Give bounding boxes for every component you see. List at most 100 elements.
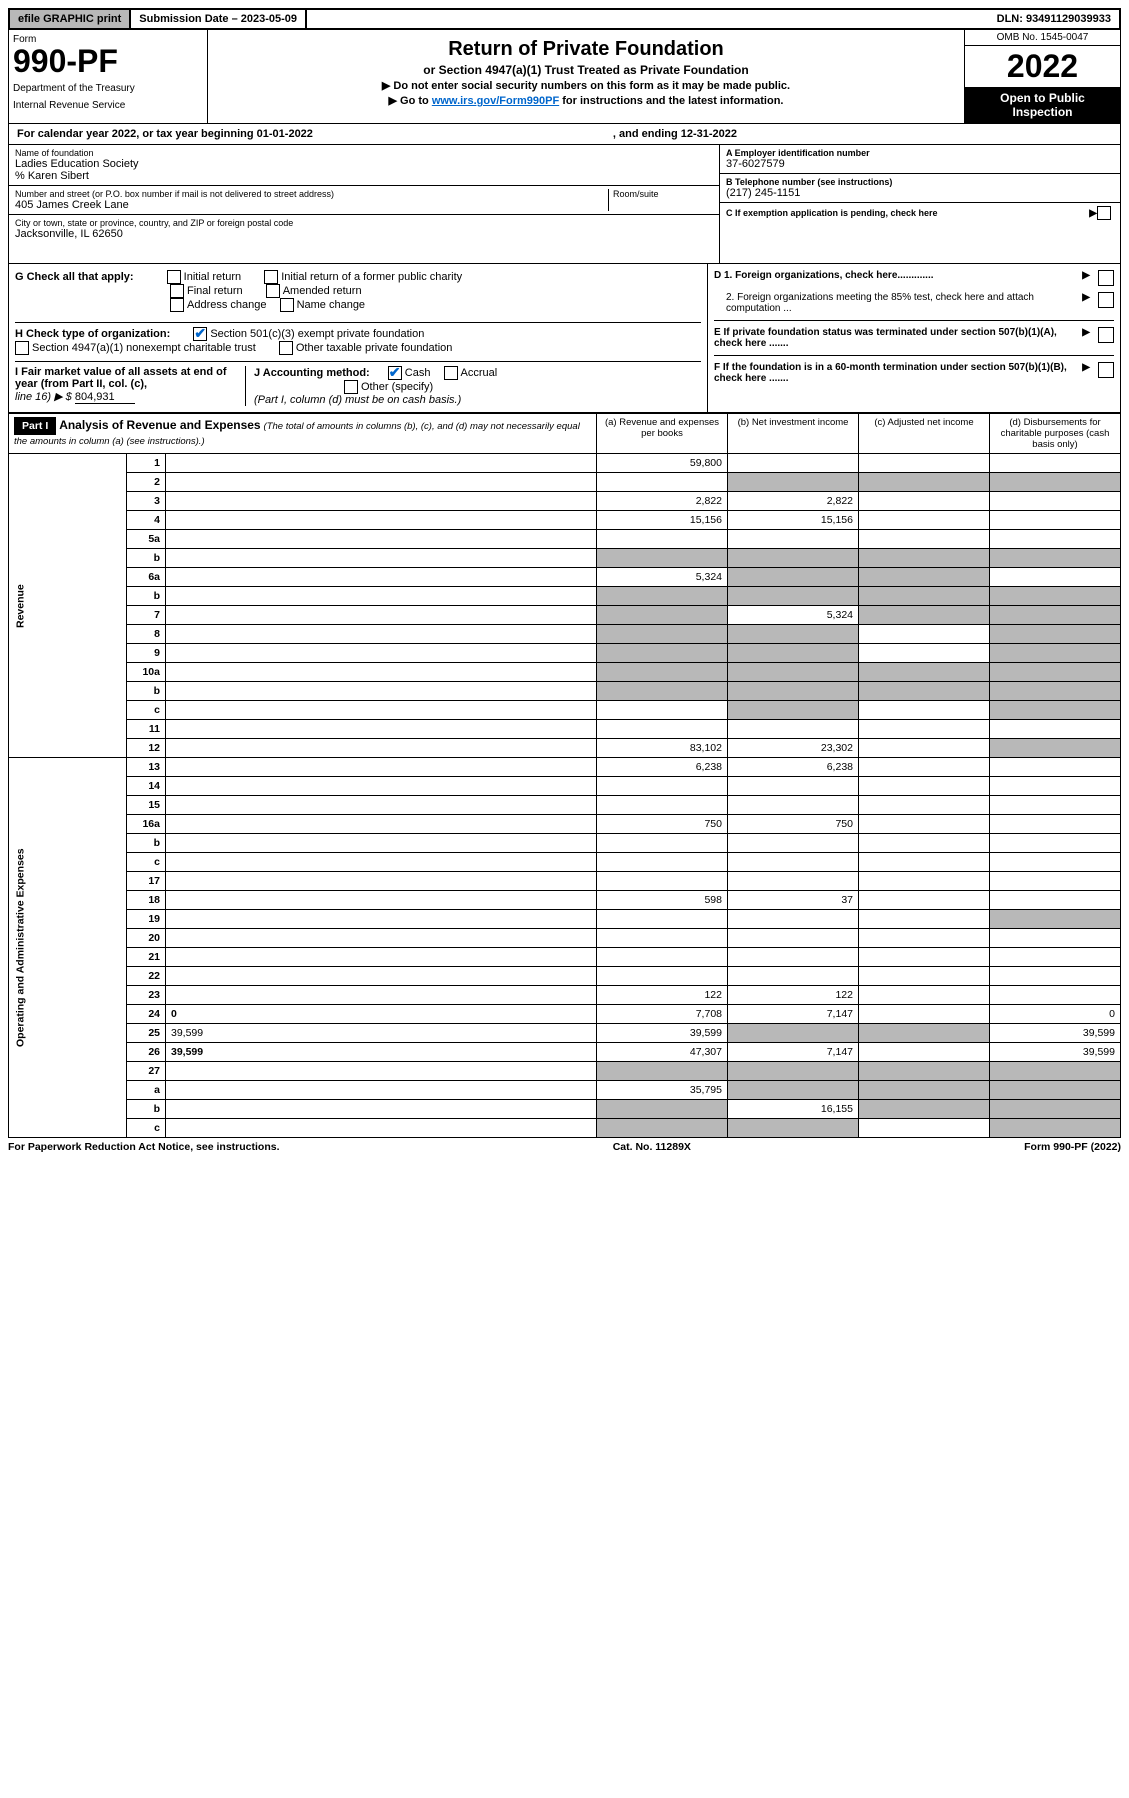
- line-number: 21: [127, 948, 166, 967]
- line-value-d: [990, 929, 1121, 948]
- line-value-c: [859, 891, 990, 910]
- line-value-d: [990, 948, 1121, 967]
- line-value-b: [728, 872, 859, 891]
- e-checkbox[interactable]: [1098, 327, 1114, 343]
- care-of: % Karen Sibert: [15, 170, 713, 182]
- pending-label: C If exemption application is pending, c…: [726, 208, 1089, 218]
- line-value-b: [728, 568, 859, 587]
- efile-label[interactable]: efile GRAPHIC print: [10, 10, 131, 28]
- line-value-a: [597, 701, 728, 720]
- line-value-a: [597, 473, 728, 492]
- line-value-b: [728, 530, 859, 549]
- line-description: [166, 948, 597, 967]
- g-address-checkbox[interactable]: [170, 298, 184, 312]
- f-checkbox[interactable]: [1098, 362, 1114, 378]
- street-address: 405 James Creek Lane: [15, 199, 608, 211]
- entity-info: Name of foundation Ladies Education Soci…: [8, 145, 1121, 264]
- line-value-c: [859, 701, 990, 720]
- line-value-c: [859, 568, 990, 587]
- form-footer: Form 990-PF (2022): [1024, 1141, 1121, 1153]
- line-value-c: [859, 853, 990, 872]
- line-value-b: [728, 701, 859, 720]
- line-value-d: [990, 1119, 1121, 1138]
- name-label: Name of foundation: [15, 148, 713, 158]
- line-description: [166, 663, 597, 682]
- h-section: H Check type of organization: Section 50…: [15, 322, 701, 355]
- h-4947-checkbox[interactable]: [15, 341, 29, 355]
- line-value-d: [990, 587, 1121, 606]
- j-other-checkbox[interactable]: [344, 380, 358, 394]
- line-description: [166, 834, 597, 853]
- topbar: efile GRAPHIC print Submission Date – 20…: [8, 8, 1121, 30]
- g-final: Final return: [187, 285, 243, 297]
- j-accrual-checkbox[interactable]: [444, 366, 458, 380]
- line-value-d: [990, 853, 1121, 872]
- d1-checkbox[interactable]: [1098, 270, 1114, 286]
- line-value-c: [859, 739, 990, 758]
- line-description: [166, 587, 597, 606]
- g-former-checkbox[interactable]: [264, 270, 278, 284]
- line-number: 24: [127, 1005, 166, 1024]
- g-amended-checkbox[interactable]: [266, 284, 280, 298]
- arrow-icon: ▶: [1082, 270, 1090, 286]
- line-value-a: [597, 663, 728, 682]
- line-value-a: 35,795: [597, 1081, 728, 1100]
- line-value-b: [728, 682, 859, 701]
- h-other-checkbox[interactable]: [279, 341, 293, 355]
- line-value-a: [597, 777, 728, 796]
- form-url-link[interactable]: www.irs.gov/Form990PF: [432, 95, 559, 107]
- line-value-c: [859, 815, 990, 834]
- line-value-d: [990, 1100, 1121, 1119]
- line-description: [166, 796, 597, 815]
- line-value-b: [728, 910, 859, 929]
- line-description: [166, 1100, 597, 1119]
- line-value-b: [728, 967, 859, 986]
- line-number: a: [127, 1081, 166, 1100]
- line-value-a: [597, 682, 728, 701]
- line-description: [166, 549, 597, 568]
- line-value-a: [597, 587, 728, 606]
- line-value-a: 6,238: [597, 758, 728, 777]
- line-value-c: [859, 530, 990, 549]
- line-value-a: [597, 1100, 728, 1119]
- g-final-checkbox[interactable]: [170, 284, 184, 298]
- tax-year: 2022: [965, 46, 1120, 87]
- j-cash-checkbox[interactable]: [388, 366, 402, 380]
- line-value-b: [728, 454, 859, 473]
- h-501c3-checkbox[interactable]: [193, 327, 207, 341]
- line-value-a: [597, 948, 728, 967]
- d2-checkbox[interactable]: [1098, 292, 1114, 308]
- line-value-c: [859, 872, 990, 891]
- line-number: 12: [127, 739, 166, 758]
- line-value-b: 15,156: [728, 511, 859, 530]
- line-value-b: [728, 473, 859, 492]
- line-number: b: [127, 549, 166, 568]
- line-value-c: [859, 910, 990, 929]
- line-value-a: 750: [597, 815, 728, 834]
- pending-checkbox[interactable]: [1097, 206, 1111, 220]
- foundation-name: Ladies Education Society: [15, 158, 713, 170]
- line-number: b: [127, 587, 166, 606]
- line-description: [166, 777, 597, 796]
- form-title: Return of Private Foundation: [220, 38, 952, 61]
- line-description: [166, 568, 597, 587]
- arrow-icon: ▶: [1082, 327, 1090, 349]
- line-value-d: [990, 644, 1121, 663]
- g-name-checkbox[interactable]: [280, 298, 294, 312]
- h-other-taxable: Other taxable private foundation: [296, 342, 453, 354]
- g-initial-checkbox[interactable]: [167, 270, 181, 284]
- line-value-b: [728, 1119, 859, 1138]
- cal-end: , and ending 12-31-2022: [613, 128, 737, 140]
- line-description: [166, 492, 597, 511]
- line-value-a: [597, 720, 728, 739]
- line-value-c: [859, 492, 990, 511]
- line-description: [166, 511, 597, 530]
- line-number: 13: [127, 758, 166, 777]
- line-description: [166, 853, 597, 872]
- line-value-d: [990, 492, 1121, 511]
- h-501c3: Section 501(c)(3) exempt private foundat…: [210, 328, 424, 340]
- j-other: Other (specify): [361, 381, 433, 393]
- line-value-d: [990, 473, 1121, 492]
- line-number: b: [127, 1100, 166, 1119]
- check-sections: G Check all that apply: Initial return I…: [8, 264, 1121, 413]
